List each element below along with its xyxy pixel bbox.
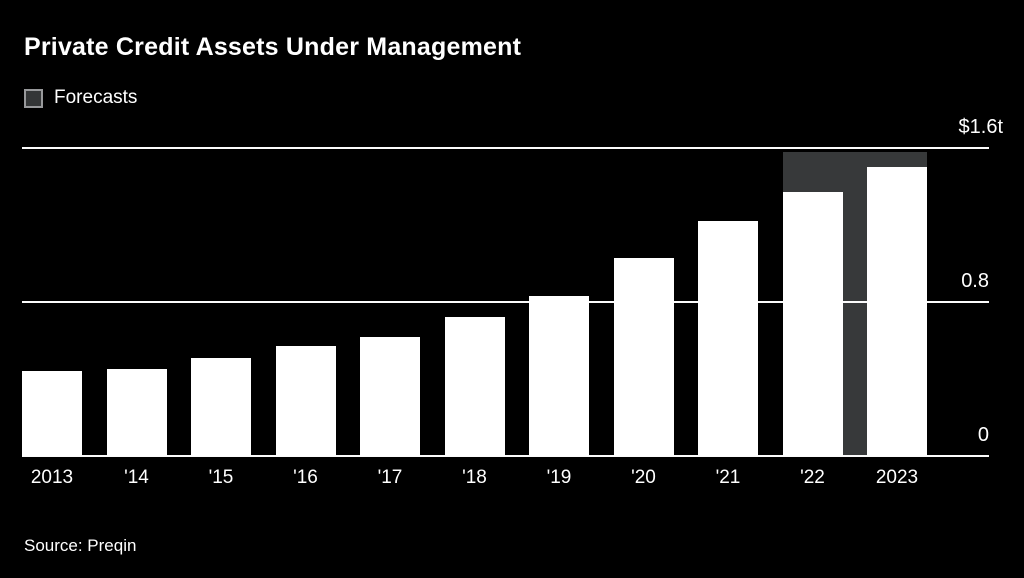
x-axis-tick-18: '18 [462,467,487,488]
gridline-0.8 [22,301,989,303]
bar-14 [106,369,167,456]
y-axis-tick-0.8: 0.8 [961,270,989,292]
gridline-0 [22,455,989,457]
x-axis-tick-14: '14 [124,467,149,488]
bar-16 [275,346,336,456]
x-axis-tick-15: '15 [208,467,234,488]
legend: Forecasts [24,87,137,109]
x-axis-tick-20: '20 [631,467,656,488]
gridline-1.6 [22,147,989,149]
x-axis-tick-21: '21 [715,467,741,488]
bar-18 [444,317,505,456]
x-axis-tick-22: '22 [800,467,825,488]
bar-2013 [22,371,82,456]
x-axis-tick-17: '17 [377,467,403,488]
x-axis-tick-16: '16 [293,467,318,488]
source-note: Source: Preqin [24,536,137,555]
bar-21 [698,221,758,456]
y-axis-tick-0: 0 [977,424,989,446]
bar-15 [191,357,251,456]
x-axis-tick-2013: 2013 [30,467,74,488]
bar-19 [529,296,589,456]
bar-17 [360,336,420,456]
bar-20 [613,257,674,456]
y-axis-tick-1.6: $1.6t [958,116,1003,138]
forecast-legend-swatch-icon [24,88,43,108]
bar-2023 [867,167,927,456]
x-axis-tick-2023: 2023 [875,467,919,488]
forecast-legend-label: Forecasts [54,87,138,108]
bar-22 [782,192,843,456]
x-axis-tick-19: '19 [546,467,572,488]
chart-title: Private Credit Assets Under Management [24,33,522,61]
